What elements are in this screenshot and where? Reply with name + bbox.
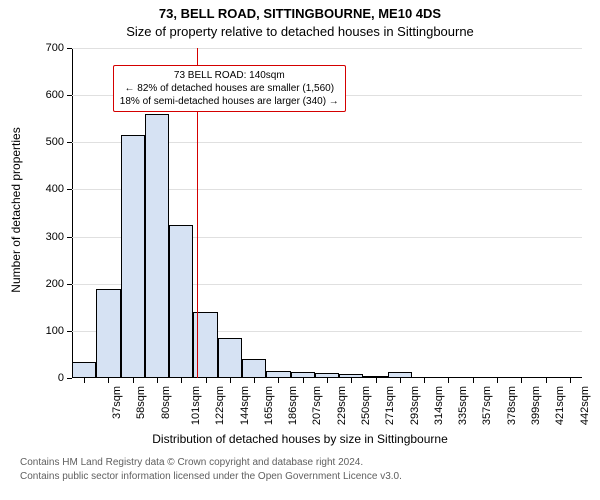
x-tick-label: 293sqm [409,386,421,425]
plot-area: 010020030040050060070037sqm58sqm80sqm101… [72,48,582,378]
footer-line: Contains HM Land Registry data © Crown c… [20,456,580,470]
x-tick-mark [84,378,85,383]
x-tick-label: 229sqm [336,386,348,425]
chart-subtitle: Size of property relative to detached ho… [0,24,600,39]
x-tick-mark [108,378,109,383]
y-tick-mark [67,237,72,238]
y-tick-label: 700 [46,42,64,54]
histogram-bar [266,371,290,378]
x-tick-mark [327,378,328,383]
y-tick-mark [67,95,72,96]
x-tick-mark [570,378,571,383]
x-tick-mark [157,378,158,383]
histogram-bar [145,114,169,378]
y-tick-label: 400 [46,183,64,195]
x-tick-label: 144sqm [239,386,251,425]
x-tick-mark [376,378,377,383]
y-tick-label: 0 [58,372,64,384]
x-tick-label: 378sqm [506,386,518,425]
x-tick-label: 335sqm [457,386,469,425]
chart-title: 73, BELL ROAD, SITTINGBOURNE, ME10 4DS [0,6,600,21]
x-tick-mark [206,378,207,383]
x-tick-mark [278,378,279,383]
x-tick-label: 80sqm [160,386,172,419]
x-tick-label: 101sqm [190,386,202,425]
x-tick-mark [400,378,401,383]
y-tick-label: 300 [46,231,64,243]
y-axis-line [72,48,73,378]
x-tick-label: 58sqm [135,386,147,419]
x-tick-mark [181,378,182,383]
histogram-bar [242,359,266,378]
y-tick-mark [67,142,72,143]
x-tick-label: 250sqm [360,386,372,425]
x-tick-mark [254,378,255,383]
y-tick-label: 500 [46,136,64,148]
chart-container: { "title": { "line1": "73, BELL ROAD, SI… [0,0,600,500]
x-tick-label: 314sqm [433,386,445,425]
x-tick-mark [303,378,304,383]
x-tick-label: 399sqm [530,386,542,425]
y-tick-mark [67,331,72,332]
x-tick-mark [546,378,547,383]
y-tick-label: 600 [46,89,64,101]
histogram-bar [72,362,96,378]
y-axis-label: Number of detached properties [9,45,23,375]
histogram-bar [121,135,145,378]
x-tick-label: 165sqm [263,386,275,425]
y-tick-mark [67,284,72,285]
x-tick-mark [230,378,231,383]
gridline [72,48,582,49]
histogram-bar [169,225,193,378]
y-tick-mark [67,48,72,49]
x-tick-label: 271sqm [384,386,396,425]
x-tick-label: 421sqm [554,386,566,425]
annotation-line: 18% of semi-detached houses are larger (… [120,95,339,108]
x-axis-label: Distribution of detached houses by size … [0,432,600,446]
x-tick-mark [448,378,449,383]
x-tick-label: 442sqm [579,386,591,425]
y-tick-label: 100 [46,325,64,337]
x-tick-label: 37sqm [111,386,123,419]
histogram-bar [218,338,242,378]
x-tick-label: 357sqm [482,386,494,425]
annotation-line: ← 82% of detached houses are smaller (1,… [120,82,339,95]
x-tick-mark [497,378,498,383]
annotation-box: 73 BELL ROAD: 140sqm← 82% of detached ho… [113,65,346,112]
annotation-line: 73 BELL ROAD: 140sqm [120,69,339,82]
x-tick-mark [473,378,474,383]
x-tick-mark [521,378,522,383]
footer-line: Contains public sector information licen… [20,470,580,484]
y-tick-mark [67,378,72,379]
x-tick-label: 186sqm [287,386,299,425]
x-tick-mark [351,378,352,383]
x-tick-mark [133,378,134,383]
y-tick-mark [67,189,72,190]
x-tick-label: 122sqm [214,386,226,425]
footer-credits: Contains HM Land Registry data © Crown c… [20,456,580,484]
y-tick-label: 200 [46,278,64,290]
x-tick-mark [424,378,425,383]
histogram-bar [96,289,120,378]
x-tick-label: 207sqm [312,386,324,425]
